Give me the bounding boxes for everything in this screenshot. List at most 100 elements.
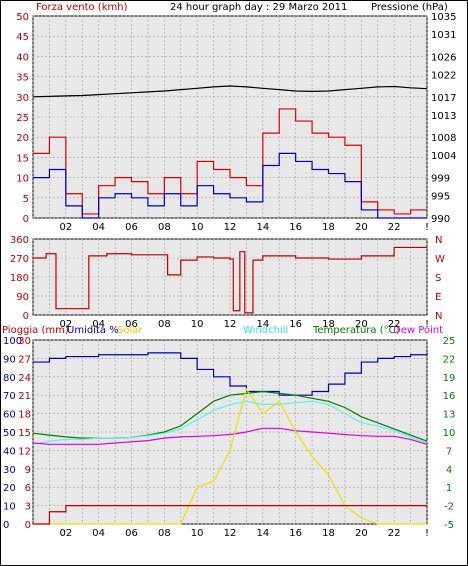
pressure-tick-label: 1022 — [431, 70, 456, 81]
x-tick-label: 18 — [322, 222, 335, 233]
x-tick-label: 08 — [158, 222, 171, 233]
x-tick-label: 20 — [355, 319, 368, 330]
pressure-tick-label: 990 — [431, 214, 450, 225]
x-tick-label: 18 — [322, 319, 335, 330]
temperature-tick-label: 13 — [443, 410, 456, 421]
x-tick-label: 08 — [158, 319, 171, 330]
compass-letter: N — [435, 235, 442, 246]
rain-line — [33, 505, 427, 525]
x-tick-label: ! — [425, 319, 429, 330]
wind-tick-label: 15 — [16, 153, 29, 164]
temperature-tick-label: 19 — [443, 373, 456, 384]
x-tick-label: 20 — [355, 528, 368, 539]
temperature-tick-label: 22 — [443, 354, 456, 365]
pressure-tick-label: 1031 — [431, 30, 456, 41]
climate-panel: 0 10 20 30 40 50 60 70 80 90 100 0 3 6 9 12 15 18 21 24 27 3… — [2, 325, 455, 531]
rain-mid-axis: 0 3 6 9 12 15 18 21 24 27 30 — [18, 336, 31, 531]
x-tick-label: 22 — [388, 528, 401, 539]
pressure-axis-title: Pressione (hPa) — [371, 2, 448, 13]
windchill-line — [32, 400, 428, 445]
x-tick-label: 10 — [191, 319, 204, 330]
x-tick-label: 06 — [125, 528, 138, 539]
windchill-label: Windchill — [243, 325, 288, 336]
direction-tick-label: 270 — [10, 254, 29, 265]
climate-series — [32, 352, 428, 525]
x-tick-label: 10 — [191, 222, 204, 233]
x-tick-label: 12 — [224, 319, 237, 330]
wind-tick-label: 40 — [16, 52, 29, 63]
x-tick-label: 18 — [322, 528, 335, 539]
x-tick-label: ! — [425, 528, 429, 539]
rain-tick-label: 18 — [18, 410, 31, 421]
temperature-label: Temperatura (°C) — [312, 325, 400, 336]
x-tick-label: 04 — [92, 319, 105, 330]
direction-tick-label: 180 — [10, 273, 29, 284]
humidity-left-axis: 0 10 20 30 40 50 60 70 80 90 100 — [3, 336, 22, 531]
humidity-tick-label: 20 — [3, 483, 16, 494]
wind-left-axis: 0 5 10 15 20 25 30 35 40 45 50 — [16, 12, 29, 225]
humidity-tick-label: 0 — [3, 520, 9, 531]
humidity-tick-label: 80 — [3, 373, 16, 384]
compass-letter: S — [435, 273, 441, 284]
temperature-tick-label: 10 — [443, 428, 456, 439]
wind-series — [32, 85, 428, 219]
x-tick-label: 06 — [125, 222, 138, 233]
humidity-tick-label: 10 — [3, 502, 16, 513]
rain-tick-label: 3 — [25, 502, 31, 513]
wind-tick-label: 0 — [23, 214, 29, 225]
direction-tick-label: 90 — [16, 292, 29, 303]
dew-point-label: Dew Point — [393, 325, 443, 336]
compass-letter: E — [435, 292, 441, 303]
temperature-tick-label: -2 — [444, 502, 454, 513]
temperature-right-axis: -5 -2 1 4 7 10 13 16 19 22 25 — [443, 336, 456, 531]
x-tick-label: 20 — [355, 222, 368, 233]
direction-tick-label: 0 — [23, 311, 29, 322]
wind-axis-title: Forza vento (kmh) — [36, 2, 128, 13]
x-tick-label: 02 — [59, 528, 72, 539]
rain-tick-label: 9 — [25, 465, 31, 476]
compass-letter: W — [435, 254, 445, 265]
rain-tick-label: 21 — [18, 391, 31, 402]
x-tick-label: 16 — [289, 319, 302, 330]
pressure-tick-label: 1013 — [431, 111, 456, 122]
wind-tick-label: 50 — [16, 12, 29, 23]
solar-label: Solar — [117, 325, 143, 336]
x-tick-label: 12 — [224, 222, 237, 233]
x-tick-label: 16 — [289, 528, 302, 539]
x-tick-label: 04 — [92, 222, 105, 233]
wind-tick-label: 5 — [23, 194, 29, 205]
temperature-tick-label: 1 — [446, 483, 452, 494]
rain-tick-label: 12 — [18, 446, 31, 457]
wind-tick-label: 25 — [16, 113, 29, 124]
humidity-tick-label: 100 — [3, 336, 22, 347]
x-tick-label: 22 — [388, 222, 401, 233]
x-tick-label: 02 — [59, 222, 72, 233]
humidity-tick-label: 90 — [3, 354, 16, 365]
pressure-tick-label: 1008 — [431, 133, 456, 144]
x-tick-label: 14 — [256, 319, 269, 330]
x-tick-label: 06 — [125, 319, 138, 330]
rain-tick-label: 27 — [18, 354, 31, 365]
rain-tick-label: 0 — [25, 520, 31, 531]
solar-line — [33, 387, 427, 525]
rain-tick-label: 30 — [18, 336, 31, 347]
x-tick-label: 12 — [224, 528, 237, 539]
wind-tick-label: 45 — [16, 32, 29, 43]
x-tick-label: 14 — [256, 528, 269, 539]
x-axis-ticks: 02 04 06 08 10 12 14 16 18 20 22 ! 02 04 06 08 10 12 14 16 1… — [59, 222, 429, 539]
rain-tick-label: 6 — [25, 483, 31, 494]
pressure-line — [32, 85, 428, 98]
wind_avg-line — [33, 152, 427, 219]
direction-line — [33, 246, 427, 314]
temperature-tick-label: 7 — [446, 446, 452, 457]
humidity-line — [33, 352, 428, 396]
rain-tick-label: 24 — [18, 373, 31, 384]
dew-point-line — [32, 427, 428, 445]
pressure-tick-label: 1017 — [431, 93, 456, 104]
humidity-tick-label: 30 — [3, 465, 16, 476]
compass-letter: N — [435, 311, 442, 322]
rain-label: Pioggia (mm) — [2, 325, 69, 336]
wind-panel: 0 5 10 15 20 25 30 35 40 45 50 990 995 999 1004 1008 10… — [16, 2, 456, 225]
